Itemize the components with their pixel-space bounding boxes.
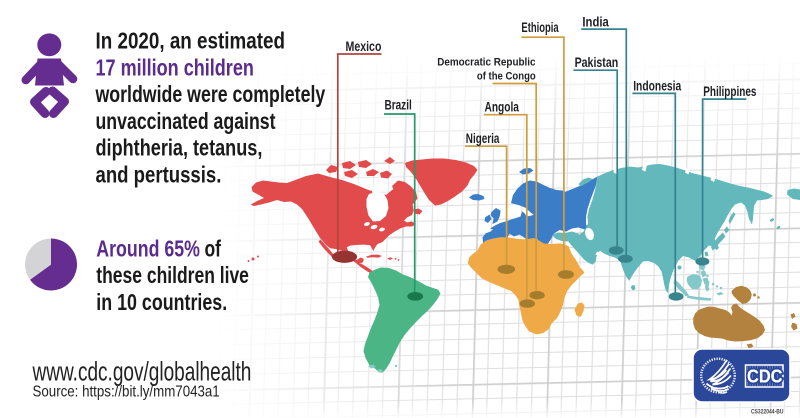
svg-text:Around 65%: Around 65% — [96, 236, 200, 262]
svg-text:Pakistan: Pakistan — [575, 55, 619, 71]
svg-text:Philippines: Philippines — [703, 84, 757, 100]
svg-text:these children live: these children live — [96, 264, 249, 289]
svg-text:Ethiopia: Ethiopia — [521, 20, 559, 35]
svg-text:www.cdc.gov/globalhealth: www.cdc.gov/globalhealth — [32, 356, 252, 386]
svg-text:Nigeria: Nigeria — [466, 130, 500, 146]
svg-text:India: India — [582, 14, 608, 29]
svg-text:CDC: CDC — [747, 366, 783, 387]
svg-text:Indonesia: Indonesia — [633, 78, 681, 94]
svg-text:Source: https://bit.ly/mm7043a: Source: https://bit.ly/mm7043a1 — [33, 384, 220, 401]
svg-text:In 2020, an estimated: In 2020, an estimated — [96, 29, 285, 54]
svg-text:in 10 countries.: in 10 countries. — [96, 290, 227, 316]
svg-text:Mexico: Mexico — [346, 39, 382, 55]
svg-text:and pertussis.: and pertussis. — [96, 163, 222, 188]
svg-text:worldwide were completely: worldwide were completely — [95, 82, 326, 108]
svg-text:diphtheria, tetanus,: diphtheria, tetanus, — [96, 136, 263, 162]
svg-text:unvaccinated against: unvaccinated against — [96, 109, 276, 135]
svg-text:of the Congo: of the Congo — [477, 71, 536, 83]
svg-text:Brazil: Brazil — [385, 97, 412, 113]
svg-text:of: of — [205, 237, 222, 262]
svg-text:CS322044-BU: CS322044-BU — [751, 409, 783, 416]
svg-text:CDC: CDC — [747, 366, 783, 387]
svg-text:Democratic Republic: Democratic Republic — [437, 56, 535, 69]
svg-text:17 million children: 17 million children — [96, 55, 254, 81]
svg-text:Angola: Angola — [485, 99, 520, 115]
